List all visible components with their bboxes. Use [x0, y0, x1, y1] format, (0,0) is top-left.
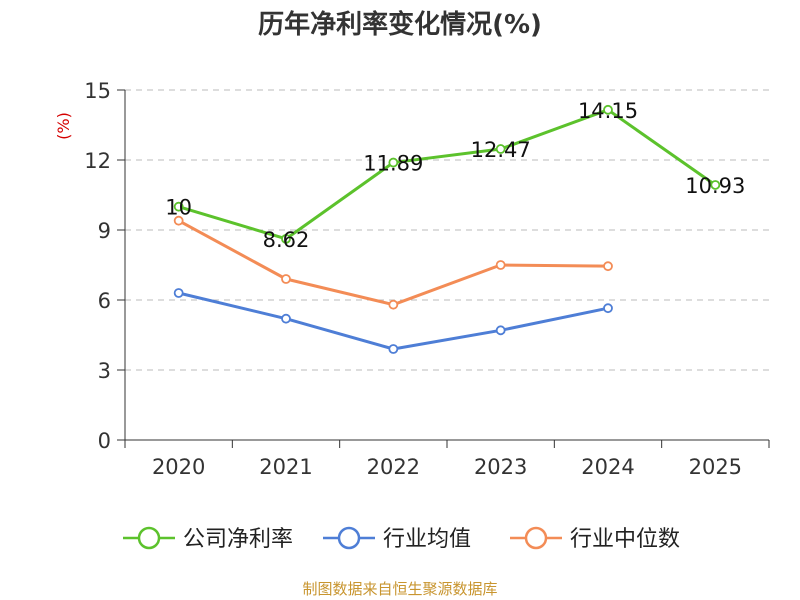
chart-title: 历年净利率变化情况(%) [258, 10, 542, 40]
y-axis-label: (%) [54, 112, 73, 140]
grid-lines [125, 89, 769, 371]
data-point [281, 313, 291, 324]
data-point [173, 288, 184, 298]
data-point [281, 233, 291, 244]
data-label: 10 [165, 196, 192, 220]
data-point [603, 104, 613, 115]
legend-label: 行业均值 [383, 527, 471, 552]
data-point [173, 201, 184, 212]
legend: 公司净利率 行业均值 行业中位数 [123, 526, 680, 552]
x-tick-label: 2024 [581, 455, 634, 479]
data-point [388, 344, 399, 354]
data-point [495, 325, 506, 336]
data-point [495, 144, 506, 154]
x-tick-label: 2020 [152, 455, 205, 479]
legend-marker [524, 526, 548, 550]
legend-marker [337, 526, 361, 550]
series-lines [173, 104, 721, 354]
data-labels: 10 8.62 11.89 12.47 14.15 10.93 [165, 99, 745, 252]
legend-item[interactable]: 行业中位数 [510, 526, 680, 552]
data-point [388, 299, 399, 310]
data-label: 14.15 [578, 99, 638, 123]
data-label: 11.89 [363, 152, 423, 176]
data-point [173, 215, 184, 226]
x-tick-label: 2023 [474, 455, 527, 479]
y-tick-label: 9 [98, 219, 111, 243]
legend-label: 公司净利率 [183, 527, 293, 552]
series-line [178, 108, 717, 241]
series-line [177, 219, 609, 307]
source-note: 制图数据来自恒生聚源数据库 [302, 580, 498, 598]
data-point [603, 303, 613, 314]
y-tick-label: 6 [98, 289, 111, 313]
data-label: 10.93 [685, 174, 745, 198]
y-tick-label: 0 [98, 429, 111, 453]
data-point [710, 180, 721, 190]
data-point [388, 157, 399, 168]
data-point [603, 261, 613, 272]
legend-label: 行业中位数 [570, 527, 680, 552]
x-tick-label: 2022 [367, 455, 420, 479]
data-label: 12.47 [471, 138, 531, 162]
y-tick-label: 12 [84, 149, 111, 173]
y-tick-label: 3 [98, 359, 111, 383]
y-tick-label: 15 [84, 79, 111, 103]
data-point [281, 274, 291, 284]
x-tick-label: 2025 [689, 455, 742, 479]
data-point [495, 260, 506, 270]
axes: 0 3 6 9 12 15 2020 2021 2022 2023 2024 2025 (%) [54, 79, 770, 479]
data-label: 8.62 [263, 228, 310, 252]
legend-marker [137, 526, 161, 550]
legend-item[interactable]: 公司净利率 [123, 526, 293, 552]
legend-item[interactable]: 行业均值 [323, 526, 471, 552]
x-tick-label: 2021 [259, 455, 312, 479]
